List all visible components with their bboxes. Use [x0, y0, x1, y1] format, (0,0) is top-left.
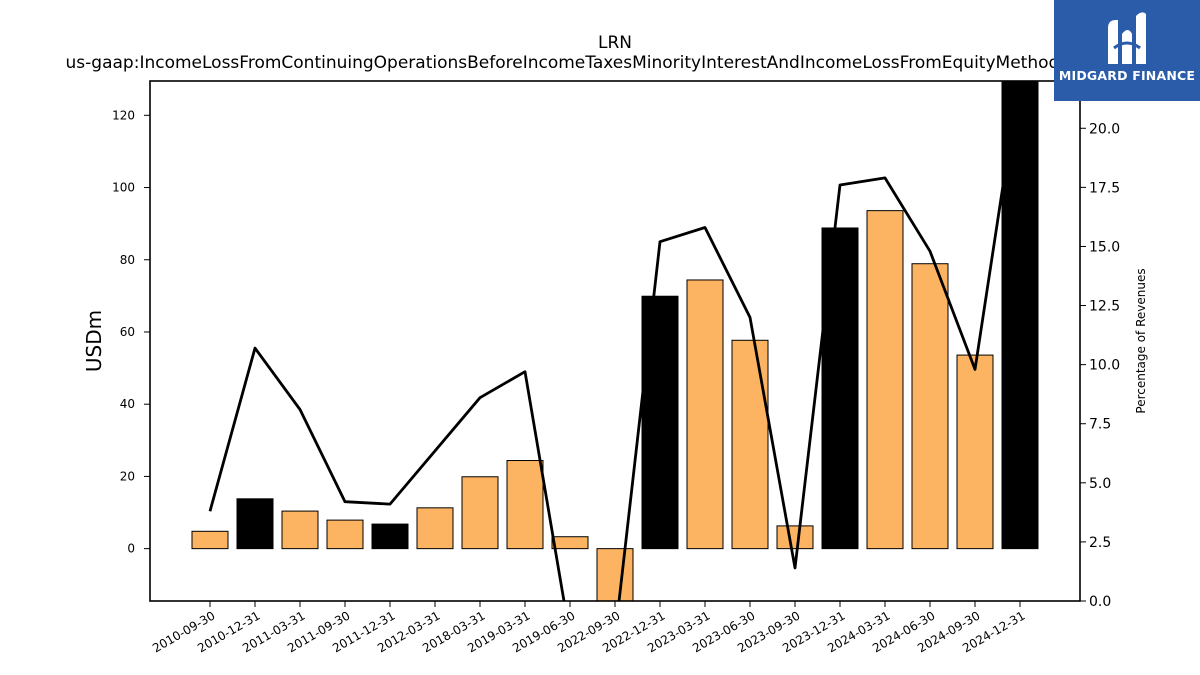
- bar: [776, 525, 814, 550]
- y-tick-label: 100: [112, 181, 135, 195]
- bar: [911, 263, 949, 550]
- bar: [686, 279, 724, 550]
- bar: [596, 548, 634, 601]
- bar: [371, 523, 409, 550]
- bar: [506, 460, 544, 550]
- y-tick-label: 40: [120, 397, 135, 411]
- logo-mark-icon: [1108, 12, 1146, 64]
- y2-tick-label: 5.0: [1089, 476, 1111, 492]
- brand-logo: MIDGARD FINANCE: [1054, 0, 1200, 101]
- bar: [416, 507, 454, 550]
- y-tick-label: 80: [120, 253, 135, 267]
- y2-tick-label: 7.5: [1089, 417, 1111, 433]
- plot-area: 0 20 40 60 80 100 120 0.0 2.5 5.0 7.5 10.0 12.5 15.0 1…: [112, 80, 1120, 655]
- y2-tick-label: 2.5: [1089, 535, 1111, 551]
- bar: [551, 536, 589, 550]
- chart-subtitle: us-gaap:IncomeLossFromContinuingOperatio…: [66, 53, 1165, 73]
- y2-tick-label: 0.0: [1089, 594, 1111, 610]
- bar: [1001, 81, 1039, 550]
- plot-clip-group: [191, 81, 1039, 601]
- bar: [326, 519, 364, 550]
- bar: [236, 498, 274, 550]
- series-line: [208, 81, 1021, 601]
- y2-axis-label: Percentage of Revenues: [1134, 268, 1148, 413]
- y2-tick-label: 20.0: [1089, 121, 1120, 137]
- y2-tick-label: 17.5: [1089, 180, 1120, 196]
- bar: [461, 476, 499, 550]
- y2-tick-label: 12.5: [1089, 299, 1120, 315]
- y-tick-label: 20: [120, 469, 135, 483]
- y2-tick-label: 10.0: [1089, 358, 1120, 374]
- bar: [191, 530, 229, 550]
- bar: [956, 354, 994, 550]
- y2-tick-label: 15.0: [1089, 239, 1120, 255]
- chart-title: LRN: [598, 33, 632, 53]
- y-tick-label: 0: [127, 542, 135, 556]
- bar: [281, 510, 319, 550]
- bar: [731, 339, 769, 550]
- bar: [866, 210, 904, 550]
- y-tick-label: 120: [112, 108, 135, 122]
- bar: [641, 295, 679, 550]
- y-tick-label: 60: [120, 325, 135, 339]
- y-axis-label: USDm: [82, 310, 106, 372]
- bar: [821, 227, 859, 550]
- logo-text: MIDGARD FINANCE: [1058, 68, 1196, 83]
